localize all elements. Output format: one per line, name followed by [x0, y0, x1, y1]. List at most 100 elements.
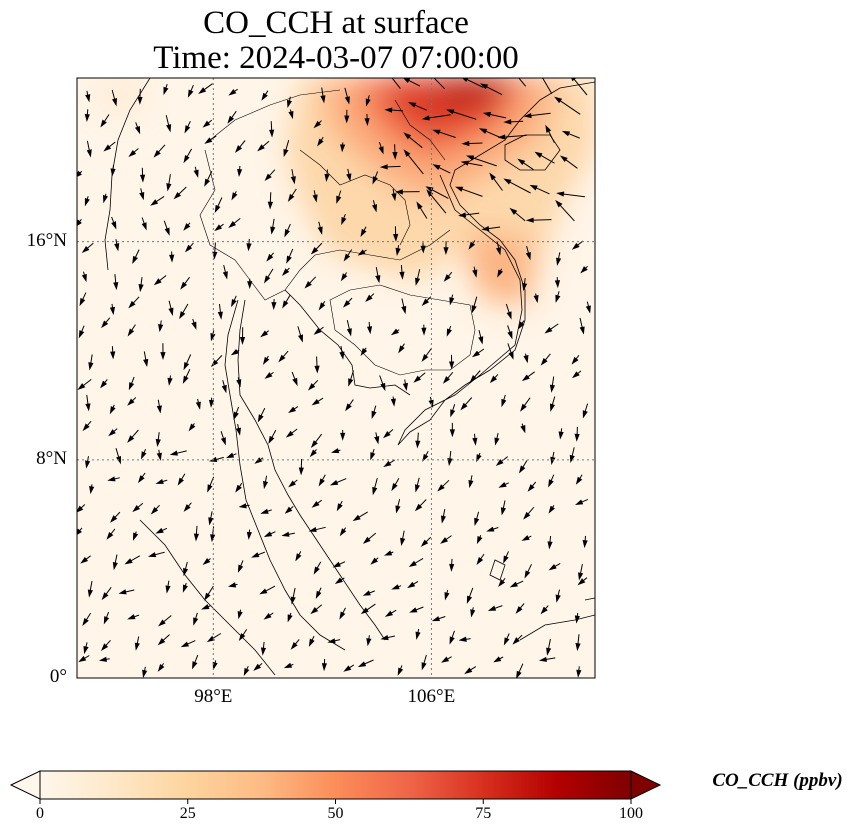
wind-arrow-head [304, 281, 312, 289]
wind-arrow-head [544, 326, 553, 334]
wind-arrow-head [228, 89, 237, 96]
wind-arrow-head [285, 430, 294, 438]
wind-arrow-head [193, 169, 199, 178]
wind-arrow-head [344, 96, 350, 105]
wind-arrow-head [471, 350, 481, 358]
wind-arrow-head [166, 124, 172, 133]
wind-arrow-head [446, 109, 455, 115]
wind-arrow-head [372, 176, 378, 185]
wind-arrow-head [246, 243, 252, 252]
wind-arrow-head [239, 337, 246, 345]
wind-arrow-head [579, 326, 585, 335]
wind-arrow-head [134, 125, 141, 135]
wind-arrow-head [191, 321, 197, 330]
wind-arrow [483, 85, 503, 96]
wind-arrow-head [346, 328, 352, 337]
wind-arrow-head [110, 351, 116, 360]
wind-arrow [518, 78, 527, 87]
wind-arrow-head [360, 228, 367, 237]
wind-arrow-head [101, 320, 109, 329]
wind-arrow-head [509, 581, 518, 588]
wind-arrow-head [82, 423, 90, 432]
wind-arrow-head [78, 330, 85, 339]
wind-arrow-head [139, 192, 145, 201]
wind-arrow-head [472, 269, 478, 278]
wind-arrow-head [580, 266, 588, 274]
wind-arrow-head [481, 225, 490, 232]
wind-arrow-head [503, 178, 512, 185]
wind-arrow-head [80, 556, 89, 564]
wind-arrow-head [321, 663, 328, 672]
wind-arrow-head [574, 433, 580, 442]
wind-arrow-head [166, 183, 172, 192]
wind-arrow [572, 78, 588, 96]
wind-arrow-head [357, 661, 367, 668]
wind-arrow-head [426, 70, 431, 76]
wind-arrow-head [317, 138, 324, 147]
wind-arrow-head [540, 606, 548, 615]
wind-arrow-head [128, 149, 137, 158]
wind-arrow-head [308, 527, 317, 533]
wind-arrow-head [214, 204, 221, 214]
wind-arrow-head [370, 452, 376, 461]
colorbar [9, 770, 662, 804]
wind-arrow-head [336, 503, 343, 512]
wind-arrow-head [290, 641, 298, 650]
wind-arrow-head [222, 271, 228, 280]
wind-arrow-head [384, 68, 389, 74]
wind-arrow-head [254, 457, 263, 464]
wind-arrow-head [550, 456, 556, 465]
wind-arrow-head [431, 616, 440, 622]
wind-arrow-head [238, 503, 247, 509]
wind-arrow-head [407, 581, 416, 589]
wind-arrow-head [157, 638, 166, 646]
wind-arrow-head [476, 556, 484, 566]
wind-arrow-head [81, 245, 90, 254]
wind-arrow-head [421, 662, 427, 671]
wind-arrow-head [395, 189, 403, 195]
wind-arrow-head [231, 192, 238, 201]
wind-arrow-head [437, 484, 445, 492]
wind-arrow-head [365, 294, 373, 303]
wind-arrow [470, 156, 497, 167]
wind-arrow-head [79, 297, 86, 307]
wind-arrow-head [288, 110, 294, 120]
wind-arrow-head [398, 345, 405, 354]
wind-arrow-head [157, 663, 165, 672]
wind-arrow-head [286, 255, 292, 264]
wind-arrow-head [523, 112, 532, 119]
wind-arrow-head [204, 137, 213, 144]
wind-arrow-head [521, 283, 528, 292]
wind-arrow-head [132, 255, 138, 265]
wind-arrow-head [413, 375, 422, 383]
wind-arrow-head [503, 555, 509, 564]
wind-arrow-head [183, 155, 190, 164]
wind-arrow-head [180, 281, 188, 290]
wind-arrow-head [288, 406, 297, 414]
wind-arrow-head [571, 356, 579, 365]
wind-arrow-head [509, 207, 518, 215]
wind-arrow [426, 114, 451, 119]
wind-arrow-head [287, 614, 293, 623]
wind-arrow-head [247, 281, 253, 289]
wind-arrow-head [549, 403, 555, 412]
wind-arrow-head [110, 168, 116, 177]
wind-arrow-head [508, 351, 514, 360]
wind-arrow-head [578, 572, 584, 581]
wind-arrow-head [582, 410, 588, 419]
wind-arrow-head [227, 115, 235, 124]
wind-arrow-head [230, 349, 239, 356]
wind-arrow-head [165, 585, 171, 594]
wind-arrow-head [214, 224, 222, 232]
wind-arrow [391, 78, 401, 89]
wind-arrow-head [555, 199, 563, 208]
wind-arrow-head [290, 596, 296, 605]
wind-arrow-head [192, 661, 198, 670]
wind-arrow-head [220, 437, 226, 446]
wind-arrow-head [257, 414, 264, 423]
colorbar-label: CO_CCH (ppbv) [712, 770, 843, 791]
wind-arrow-head [327, 638, 336, 644]
wind-arrow [502, 134, 527, 138]
wind-arrow-head [449, 636, 455, 645]
wind-arrow-head [383, 550, 393, 556]
